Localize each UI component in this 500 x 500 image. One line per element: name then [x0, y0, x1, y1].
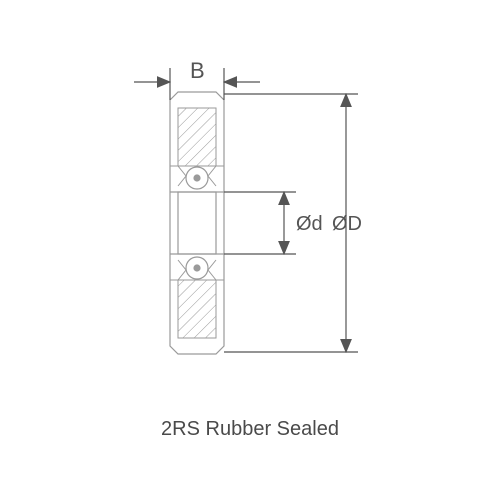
- dimension-d: [224, 192, 296, 254]
- dimension-b-label: B: [190, 58, 205, 83]
- bore-section: [170, 192, 224, 254]
- dimension-d-label: Ød: [296, 213, 323, 235]
- dimension-D-label: ØD: [332, 213, 362, 235]
- diagram-caption: 2RS Rubber Sealed: [0, 418, 500, 441]
- bearing-diagram-container: B Ød ØD 2RS Rubber Sealed: [0, 0, 500, 500]
